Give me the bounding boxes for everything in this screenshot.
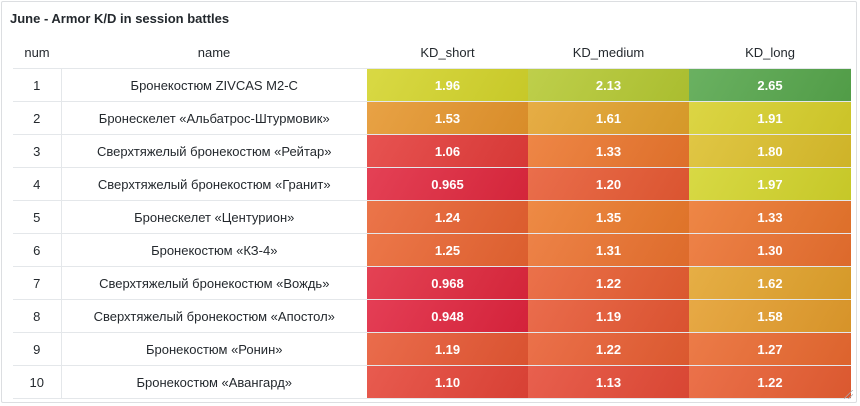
table-row: 8 Сверхтяжелый бронекостюм «Апостол» 0.948… [13, 299, 851, 333]
kd-long-cell: 1.58 [689, 299, 851, 333]
table-row: 4 Сверхтяжелый бронекостюм «Гранит» 0.965 1… [13, 167, 851, 201]
kd-short-cell: 1.19 [367, 332, 528, 366]
row-num-cell: 9 [13, 332, 62, 366]
table-header-row: num name KD_short KD_medium KD_long [13, 36, 851, 69]
row-name-cell: Бронекостюм «Авангард» [61, 365, 367, 399]
table-row: 3 Сверхтяжелый бронекостюм «Рейтар» 1.06 1.… [13, 134, 851, 168]
row-num-cell: 10 [13, 365, 62, 399]
kd-medium-cell: 1.33 [528, 134, 689, 168]
row-num-cell: 1 [13, 68, 62, 102]
kd-long-cell: 1.27 [689, 332, 851, 366]
row-num-cell: 5 [13, 200, 62, 234]
row-name-cell: Бронескелет «Альбатрос-Штурмовик» [61, 101, 367, 135]
column-header-kd-medium[interactable]: KD_medium [528, 36, 689, 69]
kd-long-cell: 1.80 [689, 134, 851, 168]
kd-medium-cell: 1.61 [528, 101, 689, 135]
kd-short-cell: 1.10 [367, 365, 528, 399]
kd-medium-cell: 1.22 [528, 266, 689, 300]
table-row: 6 Бронекостюм «КЗ-4» 1.25 1.31 1.30 [13, 233, 851, 267]
row-num-cell: 8 [13, 299, 62, 333]
row-name-cell: Бронескелет «Центурион» [61, 200, 367, 234]
table-row: 9 Бронекостюм «Ронин» 1.19 1.22 1.27 [13, 332, 851, 366]
kd-long-cell: 1.62 [689, 266, 851, 300]
kd-long-cell: 1.30 [689, 233, 851, 267]
kd-medium-cell: 2.13 [528, 68, 689, 102]
kd-short-cell: 1.06 [367, 134, 528, 168]
row-name-cell: Сверхтяжелый бронекостюм «Рейтар» [61, 134, 367, 168]
kd-short-cell: 0.948 [367, 299, 528, 333]
table-row: 2 Бронескелет «Альбатрос-Штурмовик» 1.53 1.… [13, 101, 851, 135]
table-row: 7 Сверхтяжелый бронекостюм «Вождь» 0.968 1.… [13, 266, 851, 300]
row-num-cell: 2 [13, 101, 62, 135]
kd-medium-cell: 1.13 [528, 365, 689, 399]
kd-long-cell: 2.65 [689, 68, 851, 102]
row-name-cell: Бронекостюм «Ронин» [61, 332, 367, 366]
kd-medium-cell: 1.19 [528, 299, 689, 333]
row-name-cell: Бронекостюм «КЗ-4» [61, 233, 367, 267]
table-row: 10 Бронекостюм «Авангард» 1.10 1.13 1.22 [13, 365, 851, 399]
kd-short-cell: 1.24 [367, 200, 528, 234]
resize-corner-icon[interactable] [844, 390, 853, 399]
kd-short-cell: 0.965 [367, 167, 528, 201]
kd-medium-cell: 1.22 [528, 332, 689, 366]
column-header-kd-short[interactable]: KD_short [367, 36, 528, 69]
kd-medium-cell: 1.20 [528, 167, 689, 201]
row-num-cell: 4 [13, 167, 62, 201]
kd-long-cell: 1.91 [689, 101, 851, 135]
kd-short-cell: 1.53 [367, 101, 528, 135]
kd-long-cell: 1.97 [689, 167, 851, 201]
kd-short-cell: 1.96 [367, 68, 528, 102]
kd-short-cell: 1.25 [367, 233, 528, 267]
row-num-cell: 6 [13, 233, 62, 267]
column-header-kd-long[interactable]: KD_long [689, 36, 851, 69]
row-name-cell: Сверхтяжелый бронекостюм «Апостол» [61, 299, 367, 333]
kd-short-cell: 0.968 [367, 266, 528, 300]
panel-title[interactable]: June - Armor K/D in session battles [10, 11, 230, 26]
row-num-cell: 7 [13, 266, 62, 300]
table-row: 5 Бронескелет «Центурион» 1.24 1.35 1.33 [13, 200, 851, 234]
kd-long-cell: 1.22 [689, 365, 851, 399]
kd-table: num name KD_short KD_medium KD_long 1 Бро… [13, 36, 851, 399]
column-header-num[interactable]: num [13, 36, 61, 69]
table-body: 1 Бронекостюм ZIVCAS M2-C 1.96 2.13 2.65 2 Бро… [13, 68, 851, 399]
table-row: 1 Бронекостюм ZIVCAS M2-C 1.96 2.13 2.65 [13, 68, 851, 102]
kd-long-cell: 1.33 [689, 200, 851, 234]
row-name-cell: Сверхтяжелый бронекостюм «Вождь» [61, 266, 367, 300]
row-num-cell: 3 [13, 134, 62, 168]
row-name-cell: Сверхтяжелый бронекостюм «Гранит» [61, 167, 367, 201]
kd-medium-cell: 1.31 [528, 233, 689, 267]
kd-medium-cell: 1.35 [528, 200, 689, 234]
row-name-cell: Бронекостюм ZIVCAS M2-C [61, 68, 367, 102]
column-header-name[interactable]: name [61, 36, 367, 69]
